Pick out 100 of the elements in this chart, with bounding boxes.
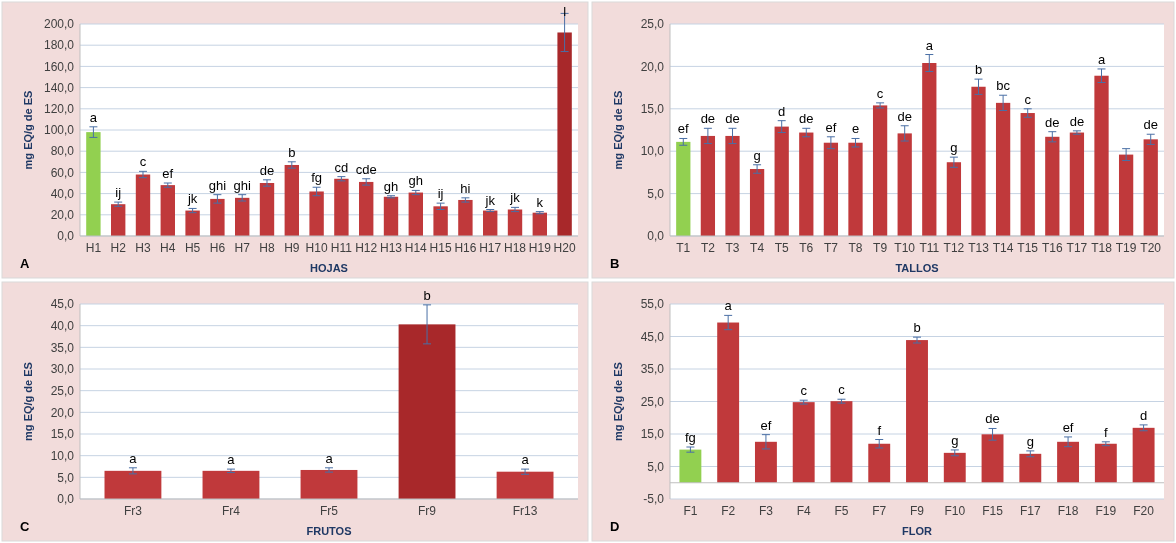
y-tick-label: -5,0: [643, 492, 665, 507]
x-tick-label: F10: [944, 504, 966, 518]
bar: [1019, 453, 1042, 483]
x-tick-label: T1: [676, 241, 691, 255]
y-axis-title: mg EQ/g de ES: [22, 90, 34, 170]
bar: [922, 63, 937, 236]
annotation: de: [1069, 113, 1085, 129]
bar: [458, 199, 473, 236]
bar: [981, 434, 1004, 483]
y-tick-label: 45,0: [640, 329, 665, 344]
x-tick-label: Fr5: [320, 504, 339, 518]
text: C: [20, 519, 30, 534]
annotation: a: [89, 109, 98, 125]
bar: [679, 449, 702, 483]
bar: [86, 132, 101, 236]
x-tick-label: T15: [1017, 241, 1039, 255]
annotation: de: [259, 162, 275, 178]
x-tick-label: F1: [683, 504, 698, 518]
x-tick-label: Fr3: [123, 504, 143, 518]
x-tick-label: H16: [454, 241, 477, 255]
bar: [995, 102, 1011, 236]
x-tick-label: H14: [404, 241, 428, 255]
annotation: a: [925, 37, 934, 53]
x-tick-label: H1: [85, 241, 102, 255]
bar: [725, 135, 740, 236]
x-tick-label: H11: [330, 241, 353, 255]
x-tick-label: Fr9: [418, 504, 437, 518]
y-tick-label: 25,0: [640, 394, 665, 409]
annotation: a: [129, 450, 138, 466]
x-tick-label: H9: [284, 241, 300, 255]
bar: [700, 135, 716, 236]
annotation: ef: [162, 166, 174, 181]
y-tick-label: 40,0: [50, 186, 75, 201]
y-tick-label: 160,0: [43, 59, 75, 74]
x-tick-label: H3: [135, 241, 151, 255]
annotation: ef: [760, 417, 772, 433]
annotation: de: [1045, 114, 1060, 130]
text: A: [20, 256, 30, 271]
bar: [799, 132, 814, 236]
text: B: [610, 256, 620, 271]
bar: [1143, 139, 1158, 236]
bar: [483, 210, 498, 236]
annotation: ij: [437, 186, 444, 202]
y-tick-label: 5,0: [647, 459, 665, 474]
bar: [210, 198, 225, 236]
y-tick-label: 45,0: [50, 297, 75, 312]
annotation: g: [950, 140, 958, 156]
bar: [1045, 136, 1060, 236]
bar: [868, 443, 891, 483]
y-tick-label: 100,0: [43, 123, 75, 138]
bar: [111, 204, 126, 236]
x-tick-label: H8: [259, 241, 275, 255]
annotation: b: [913, 320, 921, 336]
x-tick-label: T2: [700, 241, 716, 255]
x-tick-label: F18: [1057, 504, 1079, 518]
x-tick-label: F5: [834, 504, 849, 518]
bar: [971, 86, 986, 236]
y-tick-label: 15,0: [640, 102, 665, 116]
annotation: de: [700, 111, 716, 127]
annotation: gh: [408, 173, 424, 189]
annotation: c: [838, 382, 846, 398]
x-tick-label: H2: [110, 241, 127, 255]
bar: [946, 162, 962, 236]
bar: [1118, 154, 1134, 236]
bar: [235, 197, 250, 236]
x-axis-title: FRUTOS: [306, 525, 352, 537]
x-tick-label: T11: [919, 241, 940, 255]
y-tick-label: 0,0: [57, 229, 75, 244]
x-tick-label: H12: [355, 241, 378, 255]
y-axis-title: mg EQ/g de ES: [612, 90, 624, 170]
bar: [848, 142, 863, 236]
annotation: jk: [186, 191, 198, 207]
bar: [749, 169, 765, 236]
bar: [309, 191, 324, 236]
y-tick-label: 40,0: [50, 318, 75, 333]
bar: [1132, 427, 1155, 483]
y-axis-title: mg EQ/g de ES: [22, 362, 34, 441]
bar: [830, 401, 853, 483]
y-tick-label: 35,0: [50, 340, 75, 355]
bar: [897, 133, 912, 236]
bar: [1057, 441, 1080, 483]
y-tick-label: 25,0: [640, 17, 665, 32]
annotation: b: [423, 287, 431, 303]
annotation: b: [288, 144, 296, 160]
y-tick-label: 35,0: [640, 362, 665, 377]
x-tick-label: H15: [429, 241, 452, 255]
bar: [1094, 75, 1109, 236]
y-tick-label: 140,0: [43, 80, 75, 95]
annotation: f: [877, 422, 882, 438]
y-tick-label: 180,0: [43, 38, 75, 53]
annotation: fg: [684, 430, 696, 445]
y-tick-label: 10,0: [50, 448, 75, 463]
y-tick-label: 20,0: [50, 208, 75, 222]
x-tick-label: F19: [1095, 504, 1117, 518]
bar: [1069, 132, 1085, 236]
bar: [408, 192, 423, 236]
annotation: ef: [825, 119, 837, 135]
annotation: de: [985, 411, 1000, 427]
annotation: g: [951, 432, 959, 448]
annotation: gh: [383, 178, 399, 194]
